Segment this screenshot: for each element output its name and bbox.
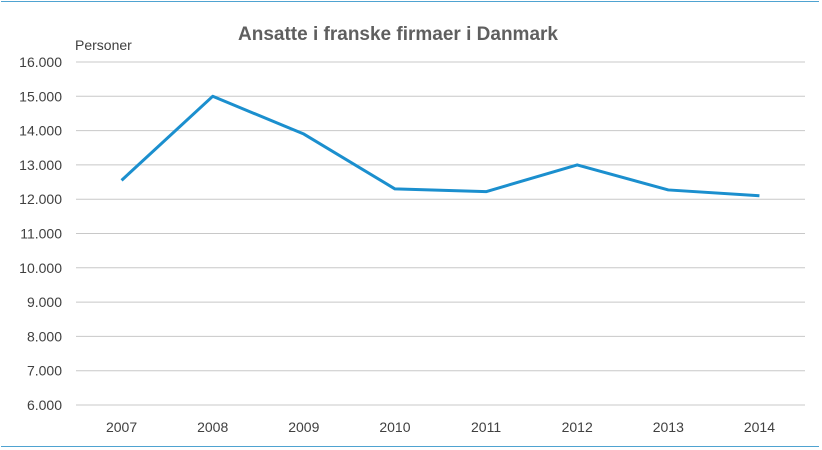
- y-tick-label: 8.000: [27, 328, 62, 344]
- chart-title: Ansatte i franske firmaer i Danmark: [238, 24, 558, 45]
- y-tick-label: 16.000: [19, 54, 62, 70]
- y-tick-label: 9.000: [27, 294, 62, 310]
- x-tick-label: 2012: [562, 419, 593, 435]
- x-tick-label: 2011: [471, 419, 501, 435]
- y-tick-label: 13.000: [19, 157, 62, 173]
- y-axis-label: Personer: [75, 37, 132, 53]
- data-series: [120, 94, 760, 198]
- y-tick-label: 11.000: [20, 226, 62, 242]
- y-tick-label: 7.000: [27, 363, 62, 379]
- y-tick-label: 15.000: [19, 88, 62, 104]
- x-tick-label: 2009: [288, 419, 319, 435]
- series-line: [120, 94, 760, 198]
- x-tick-label: 2007: [106, 419, 137, 435]
- x-tick-label: 2013: [653, 419, 684, 435]
- x-axis-ticks: 2007 2008 2009 2010 2011 2012 2013 2014: [106, 419, 775, 435]
- x-tick-label: 2014: [744, 419, 775, 435]
- y-tick-label: 6.000: [27, 397, 62, 413]
- y-tick-label: 12.000: [19, 191, 62, 207]
- x-tick-label: 2008: [197, 419, 228, 435]
- y-tick-label: 14.000: [19, 123, 62, 139]
- x-tick-label: 2010: [379, 419, 410, 435]
- y-axis-ticks: 6.000 7.000 8.000 9.000 10.000 11.000 12.000 13…: [19, 54, 62, 413]
- y-tick-label: 10.000: [19, 260, 62, 276]
- gridlines: [76, 61, 805, 406]
